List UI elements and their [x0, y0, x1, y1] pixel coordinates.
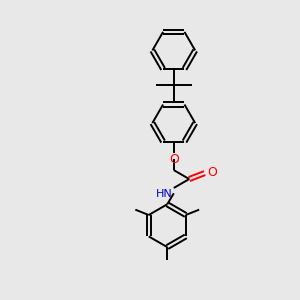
Text: O: O — [207, 166, 217, 179]
Text: O: O — [169, 153, 179, 166]
Text: HN: HN — [155, 189, 172, 200]
